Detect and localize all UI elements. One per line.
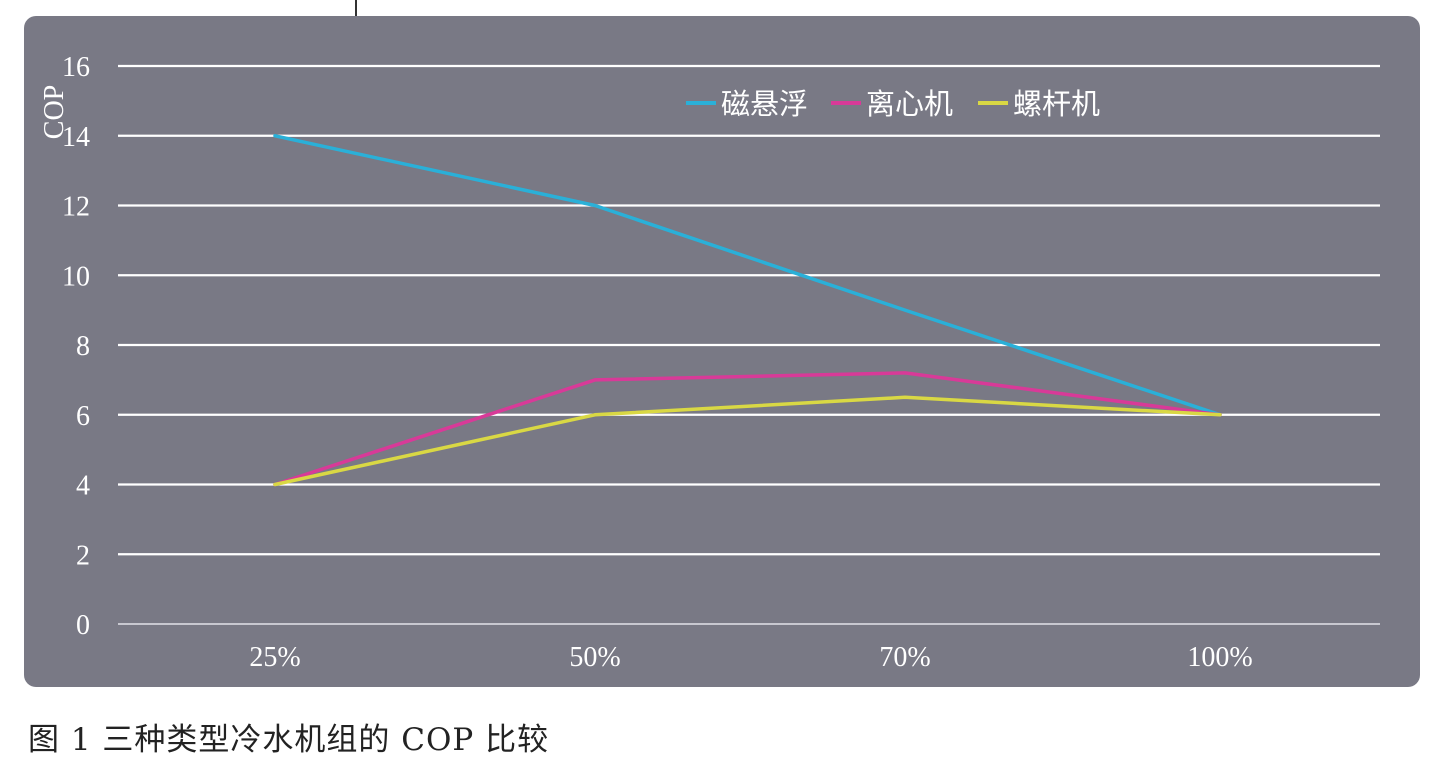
chart-panel [24, 16, 1420, 687]
legend-label: 螺杆机 [1013, 87, 1100, 121]
figure-caption: 图 1 三种类型冷水机组的 COP 比较 [28, 722, 550, 758]
y-tick-label: 16 [62, 52, 90, 83]
data-point [593, 413, 597, 417]
series-line-2 [273, 371, 1222, 487]
series-line-3 [273, 395, 1222, 487]
data-point [593, 204, 597, 207]
y-axis-label: COP [39, 85, 70, 139]
y-tick-label: 10 [62, 261, 90, 292]
series-lines [273, 134, 1222, 487]
x-tick-label: 70% [879, 642, 930, 673]
y-tick-label: 14 [62, 122, 90, 153]
data-point [273, 134, 277, 138]
data-point [903, 308, 907, 312]
y-tick-label: 2 [76, 540, 90, 571]
series-line-1 [273, 134, 1222, 417]
grid-lines [118, 64, 1380, 625]
y-tick-label: 12 [62, 192, 90, 223]
y-tick-labels: 0 2 4 6 8 10 12 14 16 [62, 52, 90, 641]
x-tick-label: 50% [569, 642, 620, 673]
legend-label: 离心机 [866, 87, 953, 121]
top-divider-tick [355, 0, 357, 16]
y-tick-label: 4 [76, 471, 90, 502]
data-point [273, 483, 277, 486]
legend-label: 磁悬浮 [721, 87, 808, 121]
legend: 磁悬浮 离心机 螺杆机 [686, 87, 1100, 121]
y-tick-label: 6 [76, 401, 90, 432]
data-point [903, 395, 907, 399]
x-tick-label: 100% [1187, 642, 1252, 673]
x-tick-labels: 25% 50% 70% 100% [249, 642, 1252, 673]
data-point [593, 378, 597, 382]
y-tick-label: 8 [76, 331, 90, 362]
data-point [1218, 413, 1222, 417]
x-tick-label: 25% [249, 642, 300, 673]
y-tick-label: 0 [76, 610, 90, 641]
data-point [903, 371, 907, 375]
